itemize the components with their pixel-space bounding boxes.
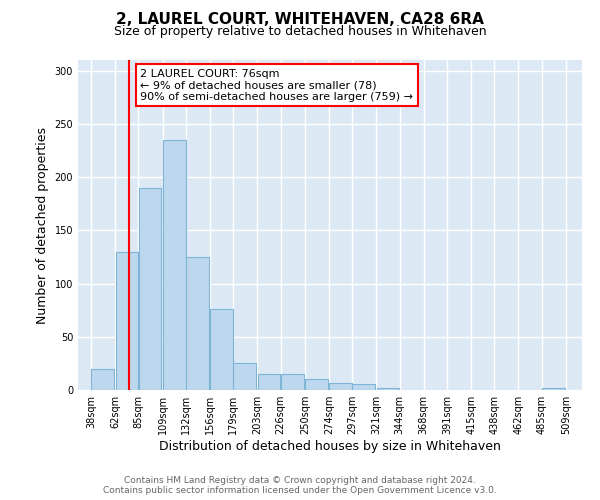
Text: Contains public sector information licensed under the Open Government Licence v3: Contains public sector information licen… [103,486,497,495]
Bar [329,382,352,390]
Text: 2 LAUREL COURT: 76sqm
← 9% of detached houses are smaller (78)
90% of semi-detac: 2 LAUREL COURT: 76sqm ← 9% of detached h… [140,68,413,102]
Bar [281,374,304,390]
Bar [352,384,375,390]
Bar [542,388,565,390]
Bar [377,388,400,390]
Bar [186,257,209,390]
Bar [116,252,138,390]
Y-axis label: Number of detached properties: Number of detached properties [36,126,49,324]
X-axis label: Distribution of detached houses by size in Whitehaven: Distribution of detached houses by size … [159,440,501,453]
Bar [233,364,256,390]
Bar [211,309,233,390]
Text: 2, LAUREL COURT, WHITEHAVEN, CA28 6RA: 2, LAUREL COURT, WHITEHAVEN, CA28 6RA [116,12,484,28]
Text: Contains HM Land Registry data © Crown copyright and database right 2024.: Contains HM Land Registry data © Crown c… [124,476,476,485]
Bar [257,374,280,390]
Text: Size of property relative to detached houses in Whitehaven: Size of property relative to detached ho… [113,25,487,38]
Bar [305,380,328,390]
Bar [163,140,185,390]
Bar [91,368,114,390]
Bar [139,188,161,390]
